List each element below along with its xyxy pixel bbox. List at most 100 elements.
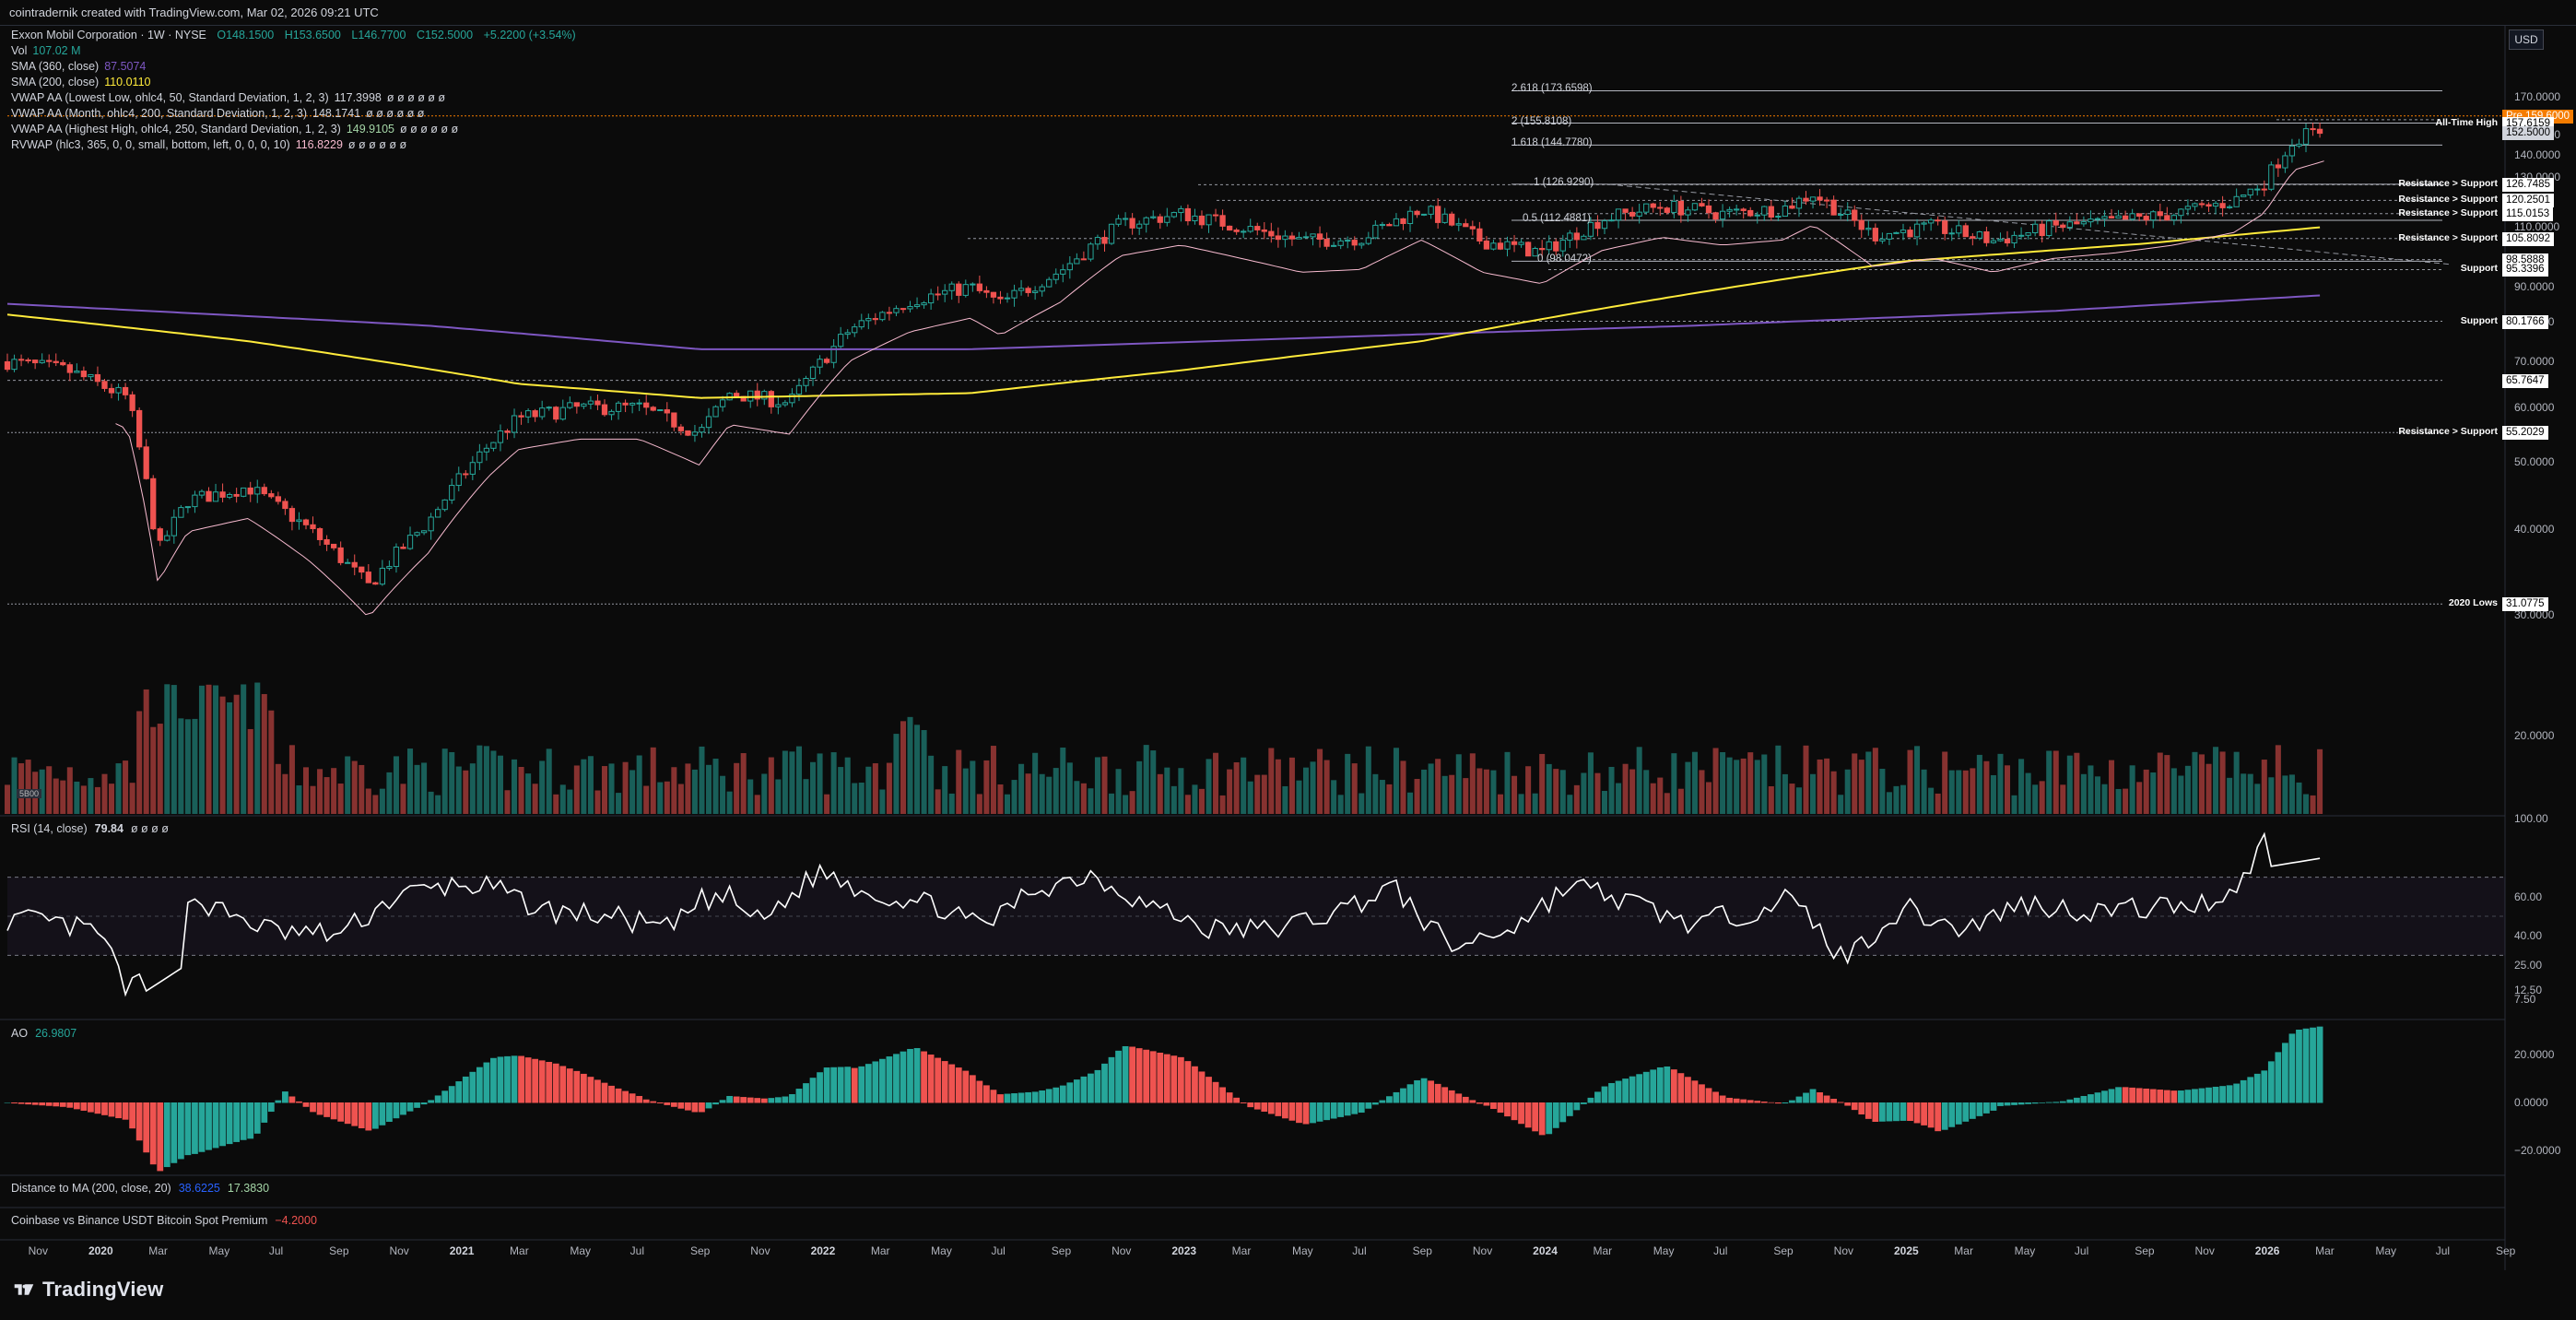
candle-body [1455,223,1462,226]
volume-bar [643,785,650,814]
candle-body [2115,215,2122,218]
symbol-name[interactable]: Exxon Mobil Corporation · 1W · NYSE [11,29,206,41]
volume-bar [2261,760,2267,814]
volume-bar [997,784,1004,814]
ao-bar [580,1073,587,1103]
volume-bar [2254,784,2261,814]
volume-bar [178,718,184,814]
legend-vwap-highest[interactable]: VWAP AA (Highest High, ohlc4, 250, Stand… [11,123,459,136]
ao-bar [351,1102,359,1126]
ao-bar [1858,1102,1865,1114]
legend-sma360[interactable]: SMA (360, close) 87.5074 [11,60,147,73]
candle-body [1351,240,1358,246]
ao-bar [1795,1096,1803,1103]
ao-bar [830,1067,838,1103]
price-tag[interactable]: 31.0775 [2502,597,2548,612]
volume-bar [2241,773,2247,814]
tradingview-brand[interactable]: TradingView [11,1278,163,1302]
volume-bar [810,761,817,814]
volume-bar [2123,788,2129,814]
currency-button[interactable]: USD [2509,29,2544,50]
candle-body [2039,223,2045,237]
volume-bar [935,789,941,814]
legend-vwap-month[interactable]: VWAP AA (Month, ohlc4, 200, Standard Dev… [11,107,425,120]
ao-bar [865,1064,872,1103]
price-tag[interactable]: 80.1766 [2502,314,2548,329]
price-tag[interactable]: 65.7647 [2502,373,2548,388]
ao-bar [1094,1069,1101,1103]
volume-bar [2136,782,2143,814]
volume-bar [1074,781,1080,814]
volume-bar [629,770,636,814]
open-value: O148.1500 [217,29,275,41]
price-tag[interactable]: 55.2029 [2502,426,2548,441]
ao-bar [1358,1102,1365,1114]
candle-body [233,493,240,497]
candle-body [247,487,253,495]
candle-body [2268,164,2275,190]
volume-bar [768,757,774,814]
price-tag[interactable]: 115.0153 [2502,206,2554,221]
price-tag[interactable]: 152.5000 [2502,125,2554,140]
ao-bar [2261,1070,2268,1103]
legend-vol[interactable]: Vol 107.02 M [11,44,81,57]
ao-legend[interactable]: AO 26.9807 [11,1027,77,1040]
volume-bar [60,780,66,814]
volume-bar [206,684,212,814]
candle-body [1879,238,1886,242]
price-tag[interactable]: 105.8092 [2502,231,2554,246]
rsi-axis-label: 7.50 [2514,993,2536,1007]
candle-body [414,532,420,536]
candle-body [1497,242,1504,250]
rsi-legend[interactable]: RSI (14, close) 79.84 ø ø ø ø [11,822,169,835]
time-axis-label: Mar [510,1244,529,1257]
candle-body [310,524,316,530]
legend-sma200[interactable]: SMA (200, close) 110.0110 [11,76,151,88]
volume-bar [18,763,25,814]
price-tag[interactable]: 126.7485 [2502,178,2554,193]
ao-bar [1608,1082,1615,1103]
candle-body [1629,211,1636,217]
volume-bar [1393,748,1399,814]
ao-bar [1122,1045,1129,1103]
candle-body [2212,203,2219,207]
ao-bar [1101,1063,1108,1103]
ao-bar [1740,1099,1747,1103]
ao-bar [400,1102,406,1115]
ao-bar [504,1055,511,1103]
price-tag[interactable]: 120.2501 [2502,194,2554,208]
ao-bar [2267,1061,2275,1103]
ao-bar [878,1058,886,1103]
premium-legend[interactable]: Coinbase vs Binance USDT Bitcoin Spot Pr… [11,1214,317,1227]
candle-body [101,381,108,389]
legend-rvwap[interactable]: RVWAP (hlc3, 365, 0, 0, small, bottom, l… [11,138,407,151]
volume-bar [1740,758,1747,814]
candle-body [1962,225,1969,238]
ao-bar [1650,1069,1657,1103]
volume-bar [254,682,261,814]
distance-ma-legend[interactable]: Distance to MA (200, close, 20) 38.6225 17… [11,1182,270,1195]
time-axis-label: May [1653,1244,1675,1257]
legend-vwap-lowest[interactable]: VWAP AA (Lowest Low, ohlc4, 50, Standard… [11,91,446,104]
volume-bar [1455,754,1462,814]
price-chart[interactable] [0,26,2576,1270]
volume-bar [2170,768,2177,814]
ao-bar [1170,1055,1178,1103]
rsi-axis-label: 25.00 [2514,959,2543,972]
price-axis-label: 20.0000 [2514,728,2555,742]
volume-bar [261,693,267,814]
ao-bar [219,1102,226,1147]
volume-bar [414,764,420,814]
candle-body [2004,239,2011,244]
zone-label: 2020 Lows [2448,597,2498,609]
volume-bar [1331,780,1337,814]
time-axis-label: Nov [389,1244,409,1257]
price-tag[interactable]: 95.3396 [2502,263,2548,277]
ao-bar [275,1100,282,1103]
ao-bar [1948,1102,1956,1127]
candle-body [852,326,858,334]
ao-bar [371,1102,379,1129]
ao-bar [163,1102,171,1168]
volume-bar [1900,784,1907,814]
ao-bar [1253,1102,1261,1110]
